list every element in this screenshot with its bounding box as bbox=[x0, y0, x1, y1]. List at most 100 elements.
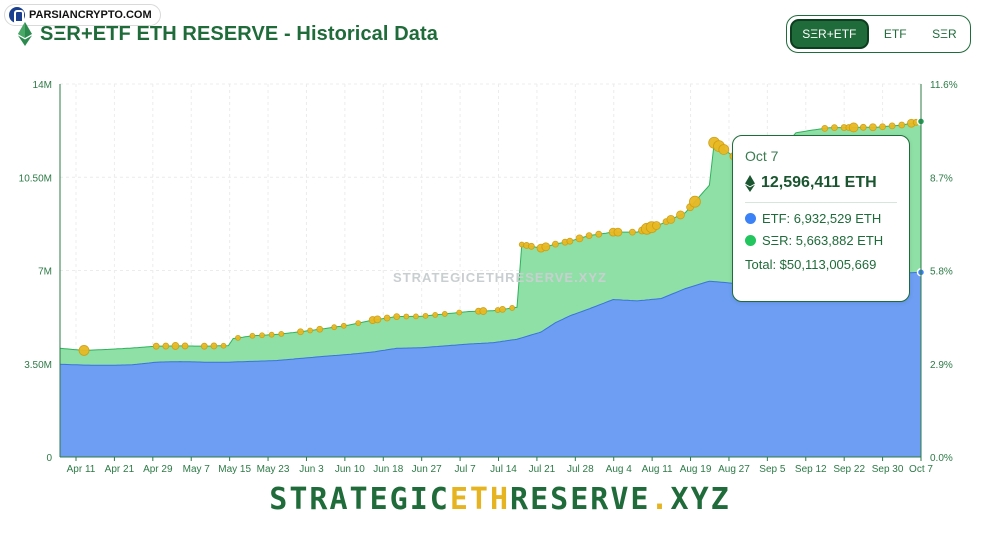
event-dot bbox=[162, 342, 170, 350]
x-tick-label: May 7 bbox=[183, 464, 211, 475]
watermark-label: PARSIANCRYPTO.COM bbox=[29, 9, 152, 21]
event-dot bbox=[527, 242, 535, 250]
tooltip-ser-row: SΞR: 5,663,882 ETH bbox=[745, 233, 897, 248]
x-tick-label: Jul 21 bbox=[529, 464, 556, 475]
x-tick-label: Sep 22 bbox=[833, 464, 865, 475]
event-dot bbox=[613, 227, 623, 237]
y-left-tick-label: 0 bbox=[46, 453, 52, 464]
watermark-badge: PARSIANCRYPTO.COM bbox=[4, 4, 161, 26]
event-dot bbox=[307, 327, 314, 334]
event-dot bbox=[181, 342, 189, 350]
event-dot bbox=[220, 342, 227, 349]
x-tick-label: Sep 12 bbox=[795, 464, 827, 475]
event-dot bbox=[509, 305, 516, 311]
chart-title: SΞR+ETF ETH RESERVE - Historical Data bbox=[40, 22, 438, 45]
event-dot bbox=[859, 123, 867, 131]
event-dot bbox=[628, 228, 636, 236]
event-dot bbox=[373, 315, 382, 324]
y-left-tick-label: 3.50M bbox=[24, 360, 52, 371]
event-dot bbox=[432, 311, 439, 318]
ethereum-icon bbox=[745, 174, 755, 192]
event-dot bbox=[566, 237, 574, 245]
y-left-tick-label: 14M bbox=[33, 80, 52, 91]
event-dot bbox=[297, 328, 304, 336]
footer-brand-xyz: XYZ bbox=[670, 482, 731, 517]
tooltip-ser-value: SΞR: 5,663,882 ETH bbox=[762, 233, 884, 248]
toggle-etf-button[interactable]: ETF bbox=[883, 27, 907, 41]
event-dot bbox=[898, 121, 906, 129]
tooltip-total-eth-value: 12,596,411 ETH bbox=[761, 174, 877, 191]
event-dot bbox=[575, 234, 584, 243]
event-dot bbox=[541, 242, 551, 252]
tooltip-divider bbox=[745, 202, 897, 203]
event-dot bbox=[152, 342, 160, 350]
event-dot bbox=[413, 313, 419, 320]
event-dot bbox=[340, 322, 347, 329]
etf-legend-dot bbox=[745, 213, 756, 224]
event-dot bbox=[268, 331, 275, 338]
event-dot bbox=[78, 345, 90, 356]
event-dot bbox=[718, 144, 730, 155]
x-tick-label: Jun 3 bbox=[299, 464, 324, 475]
x-tick-label: Aug 11 bbox=[642, 464, 673, 475]
x-tick-label: Jun 18 bbox=[373, 464, 403, 475]
event-dot bbox=[331, 324, 338, 331]
tooltip-etf-row: ETF: 6,932,529 ETH bbox=[745, 211, 897, 226]
x-tick-label: Jun 10 bbox=[335, 464, 365, 475]
x-tick-label: Jul 28 bbox=[567, 464, 594, 475]
lock-person-icon bbox=[9, 7, 25, 23]
ethereum-icon bbox=[18, 22, 32, 46]
tooltip-etf-value: ETF: 6,932,529 ETH bbox=[762, 211, 882, 226]
x-tick-label: Oct 7 bbox=[909, 464, 933, 475]
event-dot bbox=[595, 230, 603, 238]
x-tick-label: May 15 bbox=[218, 464, 251, 475]
x-tick-label: Apr 11 bbox=[67, 464, 96, 475]
event-dot bbox=[848, 122, 859, 133]
event-dot bbox=[210, 342, 218, 350]
event-dot bbox=[879, 123, 886, 131]
view-toggle: SΞR+ETF ETF SΞR bbox=[786, 15, 971, 53]
event-dot bbox=[552, 240, 559, 248]
y-left-tick-label: 10.50M bbox=[19, 173, 52, 184]
event-dot bbox=[456, 309, 463, 316]
event-dot bbox=[479, 307, 488, 315]
tooltip: Oct 7 12,596,411 ETH ETF: 6,932,529 ETH … bbox=[732, 135, 910, 302]
etf-area bbox=[60, 272, 921, 457]
toggle-ser-etf-button[interactable]: SΞR+ETF bbox=[790, 19, 869, 49]
y-left-tick-label: 7M bbox=[38, 267, 52, 278]
event-dot bbox=[171, 342, 180, 350]
x-tick-label: Jun 27 bbox=[412, 464, 442, 475]
y-right-tick-label: 2.9% bbox=[930, 360, 953, 371]
event-dot bbox=[249, 332, 256, 339]
event-dot bbox=[868, 123, 877, 132]
x-tick-label: May 23 bbox=[257, 464, 290, 475]
x-tick-label: Aug 4 bbox=[606, 464, 633, 475]
tooltip-date: Oct 7 bbox=[745, 148, 779, 164]
event-dot bbox=[355, 320, 362, 326]
event-dot bbox=[689, 195, 701, 208]
event-dot bbox=[235, 334, 241, 341]
footer-brand: STRATEGICETHRESERVE.XYZ bbox=[0, 482, 1000, 517]
event-dot bbox=[831, 124, 838, 132]
event-dot bbox=[888, 122, 896, 130]
x-tick-label: Apr 21 bbox=[105, 464, 135, 475]
y-right-tick-label: 11.6% bbox=[930, 80, 958, 91]
footer-brand-reserve: RESERVE bbox=[510, 482, 651, 517]
event-dot bbox=[393, 313, 401, 320]
chart-watermark: STRATEGICETHRESERVE.XYZ bbox=[393, 270, 607, 285]
x-tick-label: Sep 5 bbox=[759, 464, 786, 475]
y-right-tick-label: 0.0% bbox=[930, 453, 953, 464]
y-right-tick-label: 5.8% bbox=[930, 267, 953, 278]
tooltip-total-usd: Total: $50,113,005,669 bbox=[745, 257, 877, 272]
event-dot bbox=[499, 305, 506, 313]
event-dot bbox=[316, 325, 324, 333]
event-dot bbox=[278, 331, 285, 337]
event-dot bbox=[403, 313, 410, 320]
event-dot bbox=[441, 311, 448, 317]
event-dot bbox=[821, 124, 829, 132]
footer-brand-strategic: STRATEGIC bbox=[269, 482, 450, 517]
toggle-ser-button[interactable]: SΞR bbox=[932, 27, 957, 41]
footer-brand-dot: . bbox=[650, 482, 671, 517]
x-tick-label: Jul 14 bbox=[490, 464, 517, 475]
event-dot bbox=[676, 210, 685, 220]
